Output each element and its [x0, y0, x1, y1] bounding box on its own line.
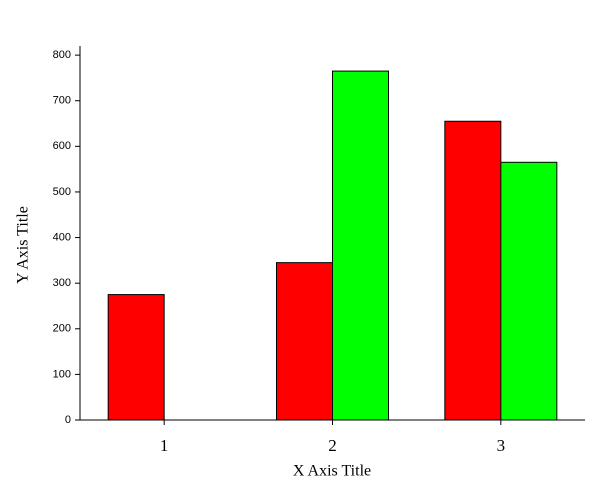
x-tick-label: 1 [160, 436, 169, 455]
bar [107, 294, 165, 421]
bar [444, 120, 502, 421]
y-axis-title: Y Axis Title [15, 206, 32, 284]
y-tick-label: 300 [53, 277, 71, 289]
y-tick-label: 0 [65, 414, 71, 426]
y-tick-label: 100 [53, 368, 71, 380]
bar [500, 161, 558, 421]
y-tick-label: 400 [53, 231, 71, 243]
bar [332, 70, 389, 421]
x-tick-label: 2 [328, 436, 337, 455]
y-tick-label: 700 [53, 95, 71, 107]
y-tick-label: 800 [53, 49, 71, 61]
y-tick-label: 200 [53, 323, 71, 335]
y-tick-label: 500 [53, 186, 71, 198]
y-tick-label: 600 [53, 140, 71, 152]
bar [276, 262, 333, 421]
x-tick-label: 3 [497, 436, 506, 455]
x-axis-title: X Axis Title [293, 463, 371, 480]
